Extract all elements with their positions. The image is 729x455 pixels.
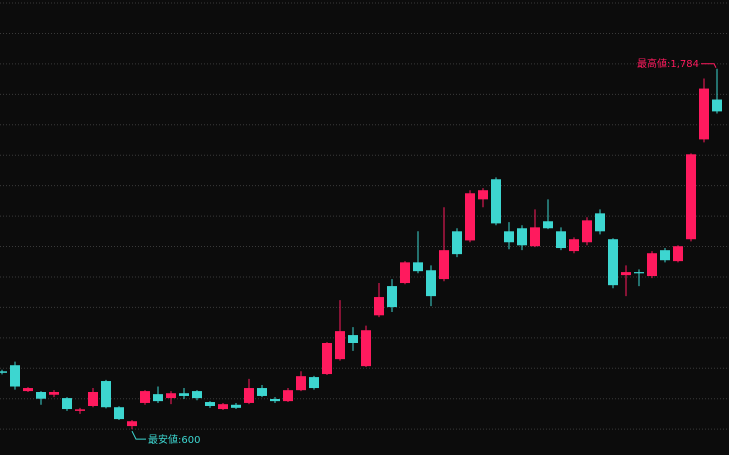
candle-body: [660, 250, 670, 261]
candle-body: [309, 377, 319, 389]
low-annotation: 最安値:600: [148, 433, 200, 446]
candle-body: [127, 421, 137, 427]
candle-body: [140, 391, 150, 403]
candle-body: [62, 398, 72, 410]
candle-body: [361, 330, 371, 367]
candle-body: [270, 399, 280, 402]
candle-body: [322, 343, 332, 375]
candle-body: [478, 190, 488, 200]
candle-body: [400, 262, 410, 284]
candle-body: [205, 402, 215, 406]
candle-body: [543, 221, 553, 229]
candle-body: [0, 371, 7, 373]
candle-body: [192, 391, 202, 399]
candle-body: [699, 88, 709, 140]
candle-body: [595, 213, 605, 232]
candle-body: [647, 253, 657, 277]
candle-body: [608, 239, 618, 286]
candle-body: [374, 297, 384, 316]
candle-body: [10, 365, 20, 387]
candle-body: [114, 407, 124, 420]
candle-body: [348, 335, 358, 343]
candle-body: [231, 404, 241, 408]
candle-body: [335, 331, 345, 360]
candle-body: [556, 231, 566, 249]
high-annotation: 最高値:1,784: [637, 57, 699, 70]
candle-body: [75, 409, 85, 411]
candle-body: [686, 154, 696, 240]
annotation-arrow: [131, 430, 146, 440]
candle-body: [23, 388, 33, 392]
candle-body: [621, 272, 631, 276]
candle-body: [712, 99, 722, 112]
candle-body: [49, 392, 59, 395]
candle-body: [244, 388, 254, 403]
candle-body: [504, 231, 514, 243]
candle-body: [569, 239, 579, 252]
candle-body: [283, 390, 293, 402]
candle-body: [452, 231, 462, 255]
candle-body: [257, 388, 267, 396]
candle-body: [218, 404, 228, 410]
candle-body: [673, 246, 683, 262]
candle-body: [88, 392, 98, 406]
candle-body: [465, 193, 475, 241]
candle-body: [413, 262, 423, 272]
candle-body: [153, 394, 163, 402]
candle-body: [634, 272, 644, 274]
candle-body: [179, 393, 189, 396]
candle-body: [582, 220, 592, 243]
candle-body: [426, 270, 436, 297]
candle-body: [36, 392, 46, 399]
candle-body: [101, 381, 111, 408]
candle-body: [166, 393, 176, 399]
candle-body: [530, 227, 540, 247]
candle-body: [439, 250, 449, 280]
candle-body: [387, 286, 397, 308]
candle-body: [296, 376, 306, 391]
candle-body: [491, 179, 501, 224]
candle-body: [517, 228, 527, 246]
annotation-arrow: [701, 63, 717, 69]
